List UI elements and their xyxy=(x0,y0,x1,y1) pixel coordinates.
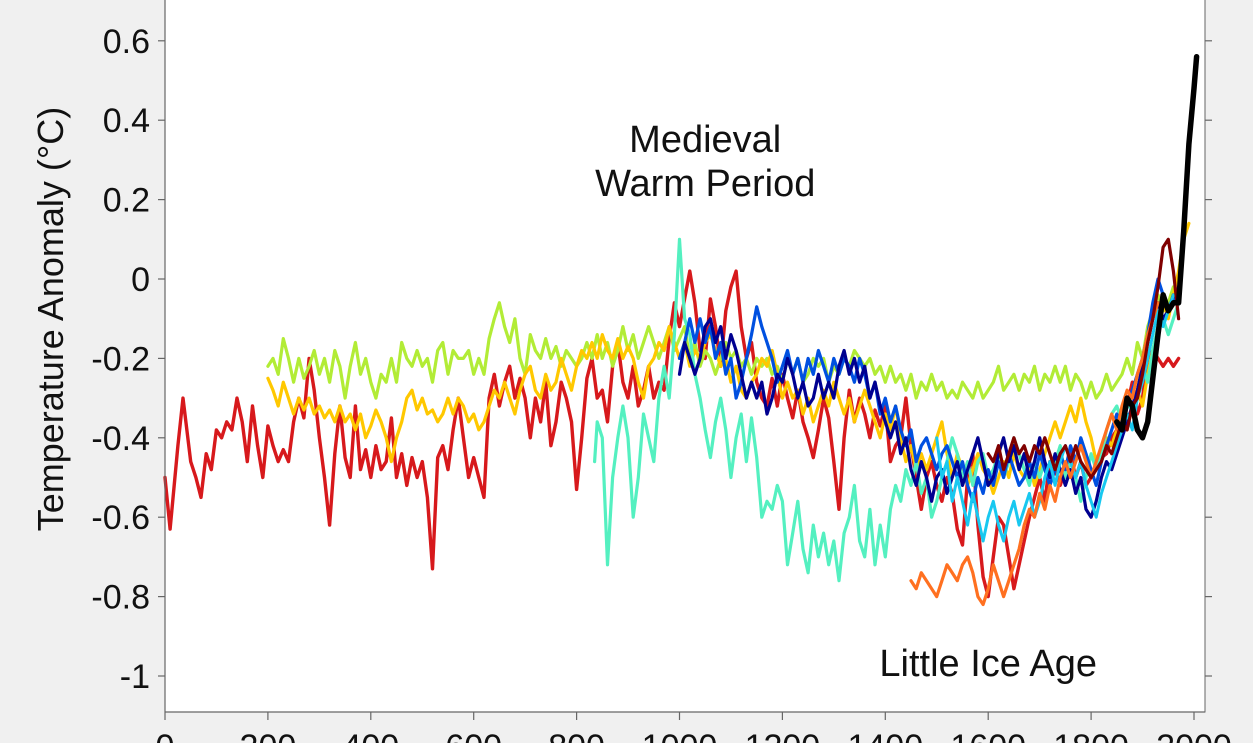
x-tick-label: 400 xyxy=(342,728,399,743)
series-line-1 xyxy=(266,285,1175,400)
y-tick-label: 0.2 xyxy=(103,182,150,220)
x-tick-label: 1200 xyxy=(745,728,821,743)
x-tick-label: 0 xyxy=(156,728,175,743)
y-tick-label: 0.4 xyxy=(103,102,150,140)
axis-layer: 0.6 0.4 0.2 0 -0.2 -0.4 -0.6 -0.8 -1 0 200 400 600 80… xyxy=(91,0,1232,743)
series-line-5 xyxy=(677,293,1175,519)
annotation-1-line-0: Little Ice Age xyxy=(879,643,1097,685)
annotation-0-line-0: Medieval xyxy=(629,119,781,161)
series-line-9 xyxy=(1114,53,1200,441)
series-layer xyxy=(163,53,1200,607)
y-tick-label: -0.8 xyxy=(91,579,150,617)
y-tick-label: 0.6 xyxy=(103,23,150,61)
x-tick-label: 1000 xyxy=(642,728,718,743)
series-line-8 xyxy=(986,237,1181,480)
y-tick-label: -0.6 xyxy=(91,499,150,537)
y-tick-label: -0.4 xyxy=(91,420,150,458)
series-line-7 xyxy=(909,301,1160,607)
x-tick-label: 800 xyxy=(548,728,605,743)
y-tick-label: 0 xyxy=(131,261,150,299)
annotation-0-line-1: Warm Period xyxy=(595,163,815,205)
plot-area xyxy=(164,0,1206,713)
y-axis-title: Temperature Anomaly (°C) xyxy=(30,107,71,532)
x-tick-label: 1600 xyxy=(950,728,1026,743)
y-tick-label: -0.2 xyxy=(91,340,150,378)
x-tick-label: 2000 xyxy=(1156,728,1232,743)
series-line-0 xyxy=(163,269,1181,599)
x-tick-label: 600 xyxy=(445,728,502,743)
series-line-3 xyxy=(593,237,1181,583)
x-tick-label: 1400 xyxy=(847,728,923,743)
x-tick-label: 200 xyxy=(240,728,297,743)
series-line-4 xyxy=(677,277,1181,503)
y-tick-label: -1 xyxy=(120,658,150,696)
x-tick-label: 1800 xyxy=(1053,728,1129,743)
